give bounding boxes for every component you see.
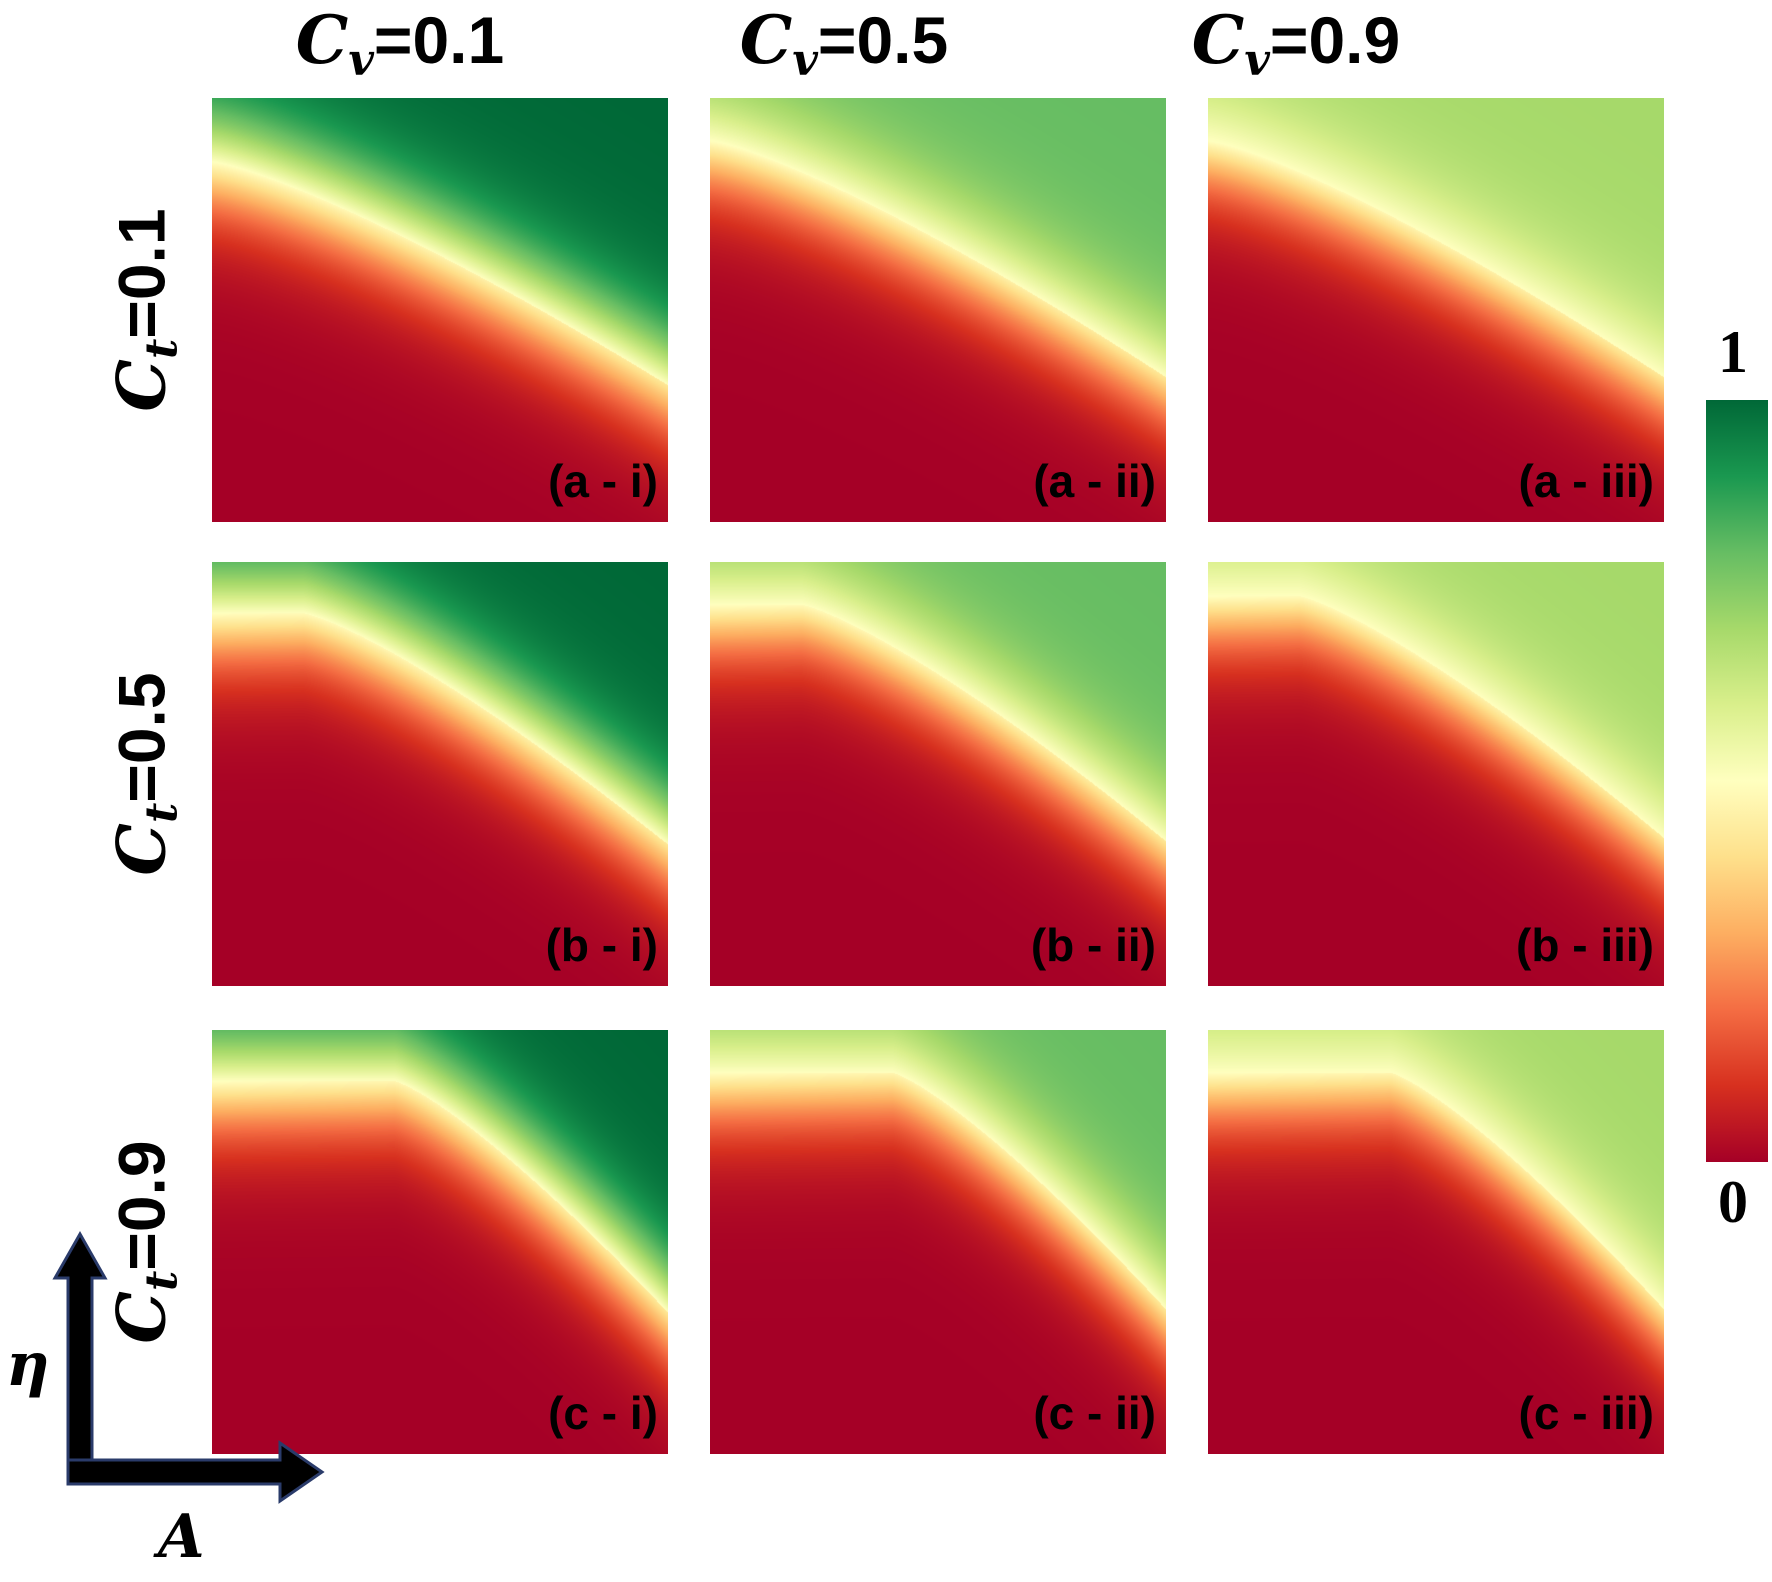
heatmap-panel-b-ii: (b - ii) <box>710 562 1166 986</box>
row-header-ct-0.5: Ct=0.5 <box>90 562 200 986</box>
heatmap-panel-c-ii: (c - ii) <box>710 1030 1166 1454</box>
y-axis-arrow <box>52 1230 108 1486</box>
heatmap-canvas <box>1208 562 1664 986</box>
heatmap-canvas <box>710 562 1166 986</box>
axes-indicator: η A <box>0 1230 360 1577</box>
panel-label: (a - ii) <box>1033 455 1156 507</box>
panel-label: (b - iii) <box>1516 919 1654 971</box>
colorbar <box>1706 400 1768 1162</box>
row-header-ct-0.1: Ct=0.1 <box>90 98 200 522</box>
column-header-subscript: v <box>1244 35 1270 86</box>
column-header-value: =0.9 <box>1269 3 1401 77</box>
heatmap-canvas <box>1208 1030 1664 1454</box>
column-header-symbol: C <box>295 1 349 79</box>
panel-label: (c - ii) <box>1033 1387 1156 1439</box>
x-axis-label: A <box>158 1502 205 1572</box>
x-axis-arrow <box>66 1440 325 1504</box>
column-header-symbol: C <box>739 1 793 79</box>
heatmap-canvas <box>212 98 668 522</box>
column-header-cv-0.1: Cv=0.1 <box>170 0 630 86</box>
row-header-value: =0.1 <box>104 208 179 339</box>
row-header-text: Ct=0.1 <box>103 208 188 411</box>
axes-arrows-svg <box>52 1230 325 1504</box>
row-header-subscript: t <box>136 802 188 824</box>
colorbar-min-label: 0 <box>1718 1169 1748 1235</box>
heatmap-canvas <box>212 1030 668 1454</box>
colorbar-gradient <box>1706 400 1768 1162</box>
panel-label: (c - i) <box>548 1387 658 1439</box>
heatmap-panel-c-iii: (c - iii) <box>1208 1030 1664 1454</box>
column-header-value: =0.5 <box>817 3 949 77</box>
panel-label: (b - i) <box>545 919 658 971</box>
heatmap-panel-a-iii: (a - iii) <box>1208 98 1664 522</box>
row-header-value: =0.5 <box>104 672 179 803</box>
row-header-subscript: t <box>136 338 188 360</box>
colorbar-max-label: 1 <box>1718 319 1748 385</box>
heatmap-canvas <box>710 1030 1166 1454</box>
column-header-symbol: C <box>1191 1 1245 79</box>
column-header-value: =0.1 <box>373 3 505 77</box>
row-header-text: Ct=0.5 <box>103 672 188 875</box>
panel-label: (a - i) <box>548 455 658 507</box>
heatmap-canvas <box>710 98 1166 522</box>
heatmap-panel-a-ii: (a - ii) <box>710 98 1166 522</box>
row-header-symbol: C <box>102 359 181 412</box>
heatmap-canvas <box>1208 98 1664 522</box>
column-header-cv-0.9: Cv=0.9 <box>1066 0 1526 86</box>
panel-label: (b - ii) <box>1030 919 1156 971</box>
column-header-cv-0.5: Cv=0.5 <box>614 0 1074 86</box>
heatmap-panel-c-i: (c - i) <box>212 1030 668 1454</box>
heatmap-panel-a-i: (a - i) <box>212 98 668 522</box>
panel-label: (a - iii) <box>1518 455 1654 507</box>
heatmap-panel-b-i: (b - i) <box>212 562 668 986</box>
row-header-symbol: C <box>102 823 181 876</box>
y-axis-label: η <box>6 1330 50 1400</box>
panel-label: (c - iii) <box>1518 1387 1654 1439</box>
heatmap-canvas <box>212 562 668 986</box>
heatmap-panel-b-iii: (b - iii) <box>1208 562 1664 986</box>
column-header-subscript: v <box>348 35 374 86</box>
column-header-subscript: v <box>792 35 818 86</box>
